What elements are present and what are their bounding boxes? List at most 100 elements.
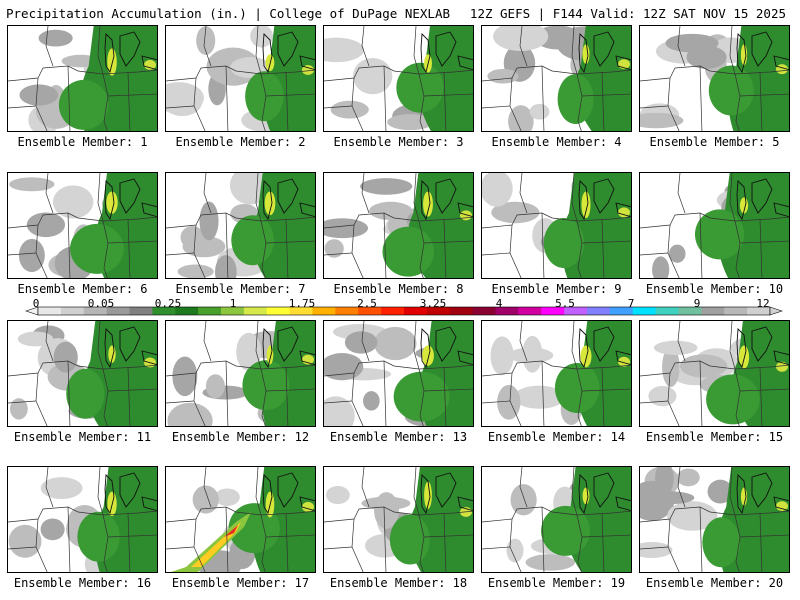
- precip-field: [8, 467, 157, 572]
- colorbar-swatch: [266, 307, 291, 315]
- state-boundaries: [482, 321, 631, 426]
- ensemble-member-label: Ensemble Member: 5: [649, 135, 780, 149]
- colorbar-swatch: [541, 307, 565, 315]
- precip-field: [166, 26, 315, 131]
- precip-field: [487, 26, 631, 131]
- ensemble-member-map: [481, 320, 632, 427]
- state-boundaries: [640, 467, 789, 572]
- ensemble-member-map: [7, 320, 158, 427]
- ensemble-member-map: [323, 25, 474, 132]
- precip-field: [506, 467, 631, 572]
- colorbar-tick: 4: [495, 297, 503, 310]
- precip-field: [177, 173, 315, 278]
- ensemble-member-map: [323, 172, 474, 279]
- colorbar-tick: 0.05: [87, 297, 115, 310]
- colorbar-swatch: [449, 307, 474, 315]
- state-boundaries: [166, 467, 315, 572]
- precip-field: [9, 173, 157, 278]
- state-boundaries: [640, 321, 789, 426]
- ensemble-member-map: [481, 172, 632, 279]
- ensemble-member-map: [7, 172, 158, 279]
- colorbar-swatch: [106, 307, 130, 315]
- precip-colorbar: [25, 306, 783, 316]
- colorbar-swatch: [587, 307, 611, 315]
- colorbar-swatch: [632, 307, 657, 315]
- colorbar-tick: 0: [32, 297, 40, 310]
- ensemble-member-label: Ensemble Member: 11: [13, 430, 152, 444]
- precip-field: [640, 467, 789, 572]
- state-boundaries: [324, 173, 473, 278]
- colorbar-swatch: [312, 307, 336, 315]
- state-boundaries: [8, 467, 157, 572]
- precip-field: [10, 321, 157, 426]
- state-boundaries: [482, 26, 631, 131]
- ensemble-member-label: Ensemble Member: 10: [645, 282, 784, 296]
- colorbar-tick: 0.25: [154, 297, 182, 310]
- ensemble-member-label: Ensemble Member: 9: [491, 282, 622, 296]
- state-boundaries: [482, 467, 631, 572]
- colorbar-tick: 12: [756, 297, 770, 310]
- ensemble-member-map: [7, 466, 158, 573]
- state-boundaries: [324, 26, 473, 131]
- ensemble-member-map: [165, 466, 316, 573]
- precip-field: [325, 467, 473, 572]
- colorbar-swatch: [358, 307, 382, 315]
- ensemble-member-label: Ensemble Member: 19: [487, 576, 626, 590]
- colorbar-swatch: [518, 307, 542, 315]
- ensemble-member-label: Ensemble Member: 6: [17, 282, 148, 296]
- ensemble-member-map: [7, 25, 158, 132]
- state-boundaries: [8, 26, 157, 131]
- ensemble-member-label: Ensemble Member: 13: [329, 430, 468, 444]
- precip-field: [490, 321, 631, 426]
- ensemble-member-map: [639, 320, 790, 427]
- state-boundaries: [166, 173, 315, 278]
- ensemble-member-map: [639, 172, 790, 279]
- colorbar-swatch: [83, 307, 108, 315]
- colorbar-tick: 7: [627, 297, 635, 310]
- colorbar-swatch: [243, 307, 268, 315]
- ensemble-member-map: [165, 172, 316, 279]
- colorbar-tick: 1: [229, 297, 237, 310]
- colorbar-swatch: [426, 307, 451, 315]
- precip-field: [324, 173, 473, 278]
- run-valid-time: 12Z GEFS | F144 Valid: 12Z SAT NOV 15 20…: [469, 6, 786, 21]
- ensemble-member-label: Ensemble Member: 4: [491, 135, 622, 149]
- ensemble-member-map: [639, 466, 790, 573]
- colorbar-swatch: [678, 307, 702, 315]
- state-boundaries: [640, 26, 789, 131]
- precip-field: [640, 26, 789, 131]
- ensemble-member-map: [323, 320, 474, 427]
- colorbar-swatch: [655, 307, 679, 315]
- state-boundaries: [324, 321, 473, 426]
- state-boundaries: [640, 173, 789, 278]
- ensemble-member-label: Ensemble Member: 20: [645, 576, 784, 590]
- colorbar-swatch: [335, 307, 359, 315]
- colorbar-swatch: [564, 307, 588, 315]
- colorbar-swatch: [381, 307, 405, 315]
- state-boundaries: [8, 173, 157, 278]
- ensemble-member-label: Ensemble Member: 8: [333, 282, 464, 296]
- map-title: Precipitation Accumulation (in.) | Colle…: [6, 6, 451, 21]
- ensemble-member-map: [639, 25, 790, 132]
- precip-field: [324, 26, 473, 131]
- ensemble-member-label: Ensemble Member: 14: [487, 430, 626, 444]
- ensemble-member-map: [165, 320, 316, 427]
- ensemble-member-label: Ensemble Member: 7: [175, 282, 306, 296]
- colorbar-swatch: [38, 307, 62, 315]
- ensemble-member-label: Ensemble Member: 1: [17, 135, 148, 149]
- ensemble-member-label: Ensemble Member: 17: [171, 576, 310, 590]
- colorbar-swatch: [175, 307, 199, 315]
- colorbar-swatch: [152, 307, 176, 315]
- colorbar-swatch: [404, 307, 428, 315]
- ensemble-member-map: [481, 466, 632, 573]
- colorbar-tick: 3.25: [419, 297, 447, 310]
- colorbar-tick: 9: [693, 297, 701, 310]
- ensemble-member-map: [481, 25, 632, 132]
- precip-field: [652, 173, 789, 278]
- state-boundaries: [324, 467, 473, 572]
- colorbar-swatch: [129, 307, 153, 315]
- ensemble-member-label: Ensemble Member: 2: [175, 135, 306, 149]
- colorbar-swatch: [724, 307, 748, 315]
- ensemble-member-label: Ensemble Member: 16: [13, 576, 152, 590]
- precip-field: [171, 467, 315, 572]
